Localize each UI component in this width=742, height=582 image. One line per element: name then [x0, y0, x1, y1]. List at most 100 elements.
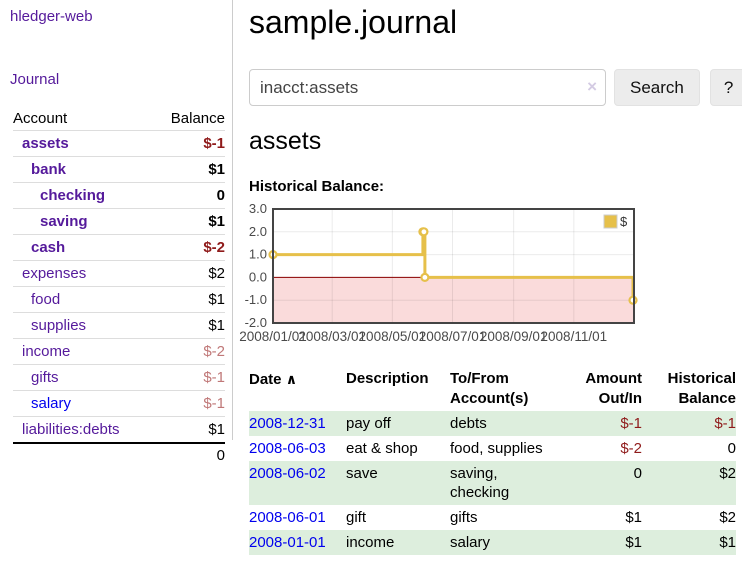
chart-title: Historical Balance:: [249, 178, 742, 195]
account-heading: assets: [249, 127, 742, 155]
account-link[interactable]: checking: [40, 187, 105, 204]
transaction-description: pay off: [346, 411, 450, 436]
accounts-total-row: 0: [13, 443, 225, 467]
accounts-header-row: Account Balance: [13, 107, 225, 131]
account-row: salary $-1: [13, 391, 225, 417]
accounts-tbody: assets$-1bank$1checking0saving$1cash$-2e…: [13, 131, 225, 444]
account-balance: $1: [119, 209, 225, 235]
x-tick-label: 2008/07/01: [419, 329, 487, 344]
account-row: checking 0: [13, 183, 225, 209]
transaction-accounts: salary: [450, 530, 562, 555]
account-balance: $1: [119, 157, 225, 183]
legend-swatch: [604, 215, 617, 228]
transaction-date-link[interactable]: 2008-01-01: [249, 534, 326, 551]
transaction-date-link[interactable]: 2008-12-31: [249, 415, 326, 432]
transaction-date-link[interactable]: 2008-06-03: [249, 440, 326, 457]
account-link[interactable]: liabilities:debts: [22, 421, 120, 438]
transaction-amount: $-2: [562, 436, 642, 461]
page-title: sample.journal: [249, 0, 742, 40]
x-tick-label: 2008/11/01: [541, 329, 608, 344]
transaction-amount: $1: [562, 530, 642, 555]
y-tick-label: -1.0: [245, 292, 267, 307]
account-row: expenses $2: [13, 261, 225, 287]
register-tbody: 2008-12-31pay offdebts$-1$-12008-06-03ea…: [249, 411, 736, 555]
sort-ascending-icon: ∧: [286, 371, 297, 387]
transaction-accounts: gifts: [450, 505, 562, 530]
y-tick-label: -2.0: [245, 315, 267, 330]
account-balance: $-1: [119, 131, 225, 157]
data-point: [420, 228, 427, 235]
register-header-date[interactable]: Date ∧: [249, 367, 346, 411]
register-header-row: Date ∧ Description To/From Account(s) Am…: [249, 367, 736, 411]
transaction-description: save: [346, 461, 450, 505]
transaction-description: gift: [346, 505, 450, 530]
register-header-amount: Amount Out/In: [562, 367, 642, 411]
account-balance: $-1: [119, 365, 225, 391]
date-header-label: Date: [249, 371, 282, 388]
y-tick-label: 1.0: [249, 247, 267, 262]
account-link[interactable]: expenses: [22, 265, 86, 282]
register-row: 2008-06-03 eat & shopfood, supplies$-20: [249, 436, 736, 461]
account-row: food$1: [13, 287, 225, 313]
hledger-web-page: hledger-web Journal Account Balance asse…: [0, 0, 742, 582]
search-button[interactable]: Search: [614, 69, 700, 106]
search-field-wrap: ×: [249, 69, 606, 106]
transaction-description: income: [346, 530, 450, 555]
transaction-balance: 0: [642, 436, 736, 461]
search-input[interactable]: [249, 69, 606, 106]
transaction-balance: $2: [642, 505, 736, 530]
accounts-table: Account Balance assets $-1 bank $1 checking 0…: [13, 107, 225, 467]
account-link[interactable]: assets: [22, 135, 69, 152]
register-row: 2008-06-02savesaving, checking0$2: [249, 461, 736, 505]
register-header-accounts: To/From Account(s): [450, 367, 562, 411]
chart-canvas: $3.02.01.00.0-1.0-2.02008/01/012008/03/0…: [249, 205, 669, 351]
register-table: Date ∧ Description To/From Account(s) Am…: [249, 367, 736, 555]
account-row: supplies$1: [13, 313, 225, 339]
account-link[interactable]: gifts: [31, 369, 59, 386]
register-row: 2008-06-01 giftgifts$1$2: [249, 505, 736, 530]
y-tick-label: 3.0: [249, 201, 267, 216]
app-brand-link[interactable]: hledger-web: [10, 8, 232, 25]
transaction-amount: $1: [562, 505, 642, 530]
transaction-amount: $-1: [562, 411, 642, 436]
account-balance: $2: [119, 261, 225, 287]
y-tick-label: 0.0: [249, 269, 267, 284]
help-button[interactable]: ?: [710, 69, 742, 106]
transaction-date-link[interactable]: 2008-06-01: [249, 509, 326, 526]
account-balance: $-1: [119, 391, 225, 417]
account-link[interactable]: salary: [31, 395, 71, 412]
x-tick-label: 2008/03/01: [298, 329, 366, 344]
data-point: [421, 274, 428, 281]
account-link[interactable]: income: [22, 343, 70, 360]
transaction-amount: 0: [562, 461, 642, 505]
legend-label: $: [620, 214, 628, 229]
account-link[interactable]: bank: [31, 161, 66, 178]
accounts-total-value: 0: [119, 443, 225, 467]
accounts-header-balance: Balance: [119, 107, 225, 131]
sidebar-item-journal[interactable]: Journal: [10, 71, 232, 88]
register-row: 2008-12-31pay offdebts$-1$-1: [249, 411, 736, 436]
register-row: 2008-01-01incomesalary$1$1: [249, 530, 736, 555]
x-tick-label: 2008/01/01: [239, 329, 307, 344]
account-row: liabilities:debts$1: [13, 417, 225, 444]
transaction-accounts: food, supplies: [450, 436, 562, 461]
transaction-description: eat & shop: [346, 436, 450, 461]
account-link[interactable]: saving: [40, 213, 88, 230]
account-balance: $-2: [119, 339, 225, 365]
clear-search-icon[interactable]: ×: [587, 78, 597, 96]
transaction-balance: $2: [642, 461, 736, 505]
search-form: × Search ?: [249, 69, 742, 106]
transaction-date-link[interactable]: 2008-06-02: [249, 465, 326, 482]
y-tick-label: 2.0: [249, 224, 267, 239]
transaction-accounts: debts: [450, 411, 562, 436]
sidebar: hledger-web Journal Account Balance asse…: [0, 0, 233, 440]
account-balance: 0: [119, 183, 225, 209]
account-link[interactable]: food: [31, 291, 60, 308]
account-link[interactable]: cash: [31, 239, 65, 256]
register-header-description: Description: [346, 367, 450, 411]
account-link[interactable]: supplies: [31, 317, 86, 334]
account-balance: $1: [119, 417, 225, 444]
register-header-balance: Historical Balance: [642, 367, 736, 411]
account-row: cash$-2: [13, 235, 225, 261]
transaction-balance: $1: [642, 530, 736, 555]
